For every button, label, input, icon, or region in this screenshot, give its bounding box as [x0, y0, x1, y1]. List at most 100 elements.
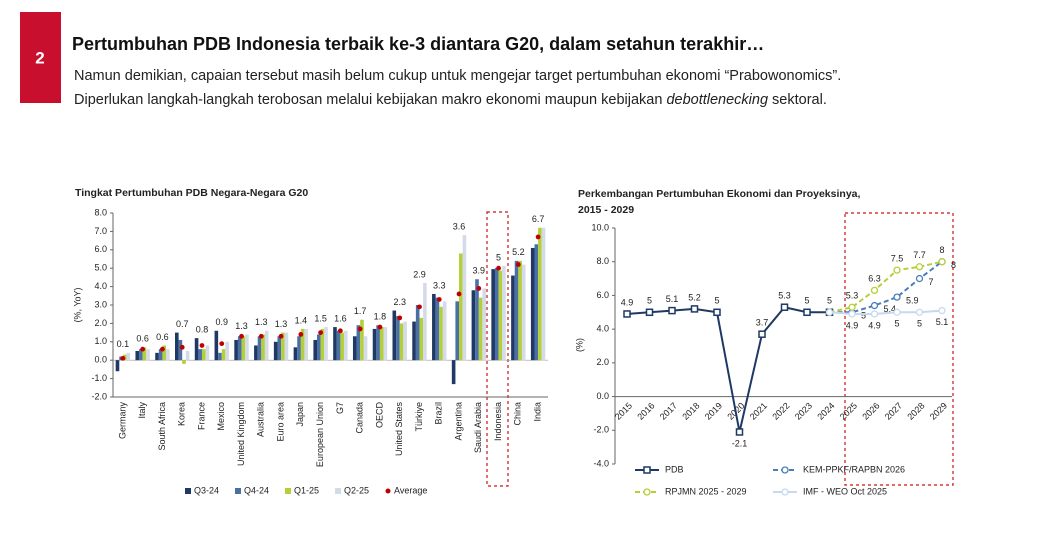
data-label: 1.3 [235, 321, 248, 331]
bar [521, 264, 526, 361]
data-label: 2.3 [393, 297, 406, 307]
x-tick-label: Türkiye [414, 402, 424, 432]
bar [284, 332, 289, 361]
y-tick-label: 8.0 [94, 207, 107, 217]
data-label: 5 [714, 296, 719, 306]
bar [352, 336, 357, 361]
bar [264, 330, 269, 361]
chart-title: 2015 - 2029 [578, 204, 634, 216]
average-dot [160, 346, 165, 352]
y-tick-label: 5.0 [94, 263, 107, 273]
legend-marker [781, 466, 789, 474]
x-tick-label: United Kingdom [236, 402, 246, 466]
legend-label: PDB [665, 464, 684, 474]
x-tick-label: Euro area [275, 402, 285, 442]
bar [139, 349, 143, 361]
number-badge [20, 12, 61, 103]
data-label: 8 [951, 260, 956, 270]
point [870, 310, 879, 318]
x-tick-label: Korea [177, 402, 187, 426]
bar [142, 347, 147, 361]
y-tick-label: -4.0 [593, 458, 609, 468]
y-tick-label: 2.0 [94, 318, 107, 328]
bar [300, 328, 305, 361]
bar [518, 260, 522, 361]
chart-title: Perkembangan Pertumbuhan Ekonomi dan Pro… [578, 188, 860, 200]
bar [538, 227, 542, 361]
bar [340, 332, 344, 361]
bar [432, 293, 436, 361]
bar [182, 360, 186, 364]
bar [304, 328, 309, 361]
bar [392, 310, 397, 361]
point [668, 306, 676, 315]
x-tick-label: China [513, 402, 523, 426]
x-tick-label: Argentina [453, 402, 463, 441]
bar [277, 336, 282, 361]
bar [273, 341, 278, 361]
x-tick-label: Italy [137, 402, 147, 419]
x-tick-label: European Union [315, 402, 325, 467]
x-tick-label: France [196, 402, 206, 430]
bar [396, 316, 400, 361]
bar [478, 297, 483, 361]
bar [241, 336, 246, 361]
bar [439, 306, 443, 361]
y-axis-label: (%) [574, 338, 584, 352]
data-label: 0.1 [117, 339, 130, 349]
x-tick-label: Saudi Arabia [473, 402, 483, 453]
highlight-box [486, 211, 509, 487]
y-tick-label: 8.0 [596, 256, 609, 266]
subtitle-part: sektoral. [768, 92, 827, 108]
x-tick-label: Mexico [216, 402, 226, 431]
point [690, 305, 699, 313]
data-label: 3.3 [433, 280, 446, 290]
point [780, 303, 789, 311]
bar [324, 327, 328, 361]
average-dot [337, 328, 343, 334]
series-line [829, 260, 943, 314]
average-dot [140, 346, 146, 352]
x-tick-label: India [532, 402, 542, 422]
bar [214, 330, 219, 361]
legend-label: Q3-24 [194, 485, 219, 495]
bar [360, 319, 364, 361]
point [893, 308, 901, 316]
average-dot [120, 355, 126, 361]
y-tick-label: 6.0 [596, 290, 609, 300]
average-dot [298, 332, 304, 337]
bar [297, 336, 301, 361]
data-label: 5 [827, 296, 832, 306]
data-label: 5.2 [688, 292, 701, 302]
point [713, 308, 721, 317]
bar [399, 323, 404, 361]
legend-label: KEM-PPKF/RAPBN 2026 [803, 464, 905, 474]
data-label: 0.6 [156, 332, 169, 342]
data-label: 5 [804, 296, 809, 306]
subtitle-italic: debottlenecking [666, 92, 768, 108]
average-dot [357, 326, 363, 332]
bar [498, 270, 503, 361]
y-tick-label: -1.0 [91, 373, 107, 383]
point [803, 308, 811, 317]
legend-dot [385, 488, 391, 494]
average-dot [318, 330, 324, 335]
legend-swatch [185, 488, 191, 494]
bar [225, 341, 229, 361]
y-tick-label: 4.0 [94, 281, 107, 291]
data-label: 4.9 [846, 320, 859, 330]
data-label: 0.8 [196, 324, 209, 334]
y-tick-label: 3.0 [94, 299, 107, 309]
average-dot [239, 333, 244, 339]
data-label: 7.7 [913, 250, 926, 260]
bar [530, 247, 535, 361]
point [870, 286, 879, 295]
data-label: 0.9 [215, 317, 228, 327]
bar [419, 317, 424, 361]
bar [158, 349, 163, 361]
bar [333, 327, 337, 361]
bar [363, 336, 368, 361]
x-tick-label: United States [394, 402, 404, 457]
